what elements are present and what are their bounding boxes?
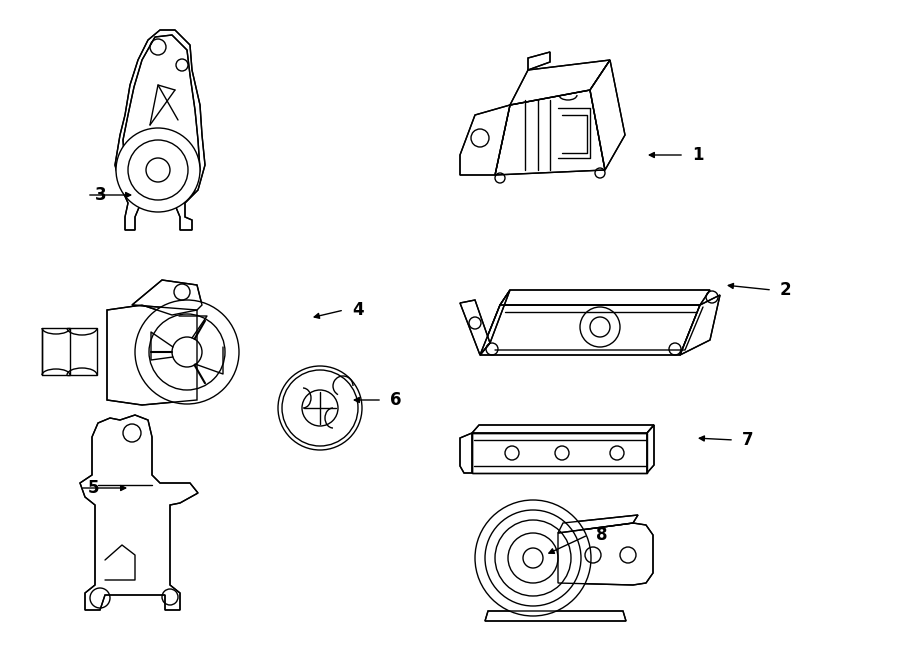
Circle shape xyxy=(475,500,591,616)
Text: 6: 6 xyxy=(390,391,401,409)
Polygon shape xyxy=(460,433,472,473)
Circle shape xyxy=(278,366,362,450)
Polygon shape xyxy=(67,328,97,375)
Polygon shape xyxy=(472,433,647,473)
Polygon shape xyxy=(558,515,638,533)
Text: 1: 1 xyxy=(692,146,704,164)
Text: 7: 7 xyxy=(742,431,753,449)
Polygon shape xyxy=(460,105,510,175)
Polygon shape xyxy=(528,52,550,70)
Text: 5: 5 xyxy=(88,479,100,497)
Polygon shape xyxy=(472,425,654,433)
Circle shape xyxy=(135,300,239,404)
Polygon shape xyxy=(115,30,205,230)
Polygon shape xyxy=(42,328,70,375)
Polygon shape xyxy=(495,90,605,175)
Polygon shape xyxy=(485,611,626,621)
Text: 2: 2 xyxy=(780,281,792,299)
Polygon shape xyxy=(80,415,198,610)
Polygon shape xyxy=(480,290,510,355)
Polygon shape xyxy=(460,300,490,355)
Polygon shape xyxy=(107,305,197,405)
Polygon shape xyxy=(590,60,625,170)
Polygon shape xyxy=(680,295,720,355)
Polygon shape xyxy=(558,523,653,585)
Polygon shape xyxy=(500,290,710,305)
Text: 8: 8 xyxy=(596,526,608,544)
Text: 4: 4 xyxy=(352,301,364,319)
Polygon shape xyxy=(510,60,610,105)
Polygon shape xyxy=(647,425,654,473)
Circle shape xyxy=(471,129,489,147)
Polygon shape xyxy=(132,280,202,310)
Circle shape xyxy=(116,128,200,212)
Polygon shape xyxy=(123,35,200,203)
Polygon shape xyxy=(480,305,700,355)
Text: 3: 3 xyxy=(95,186,106,204)
